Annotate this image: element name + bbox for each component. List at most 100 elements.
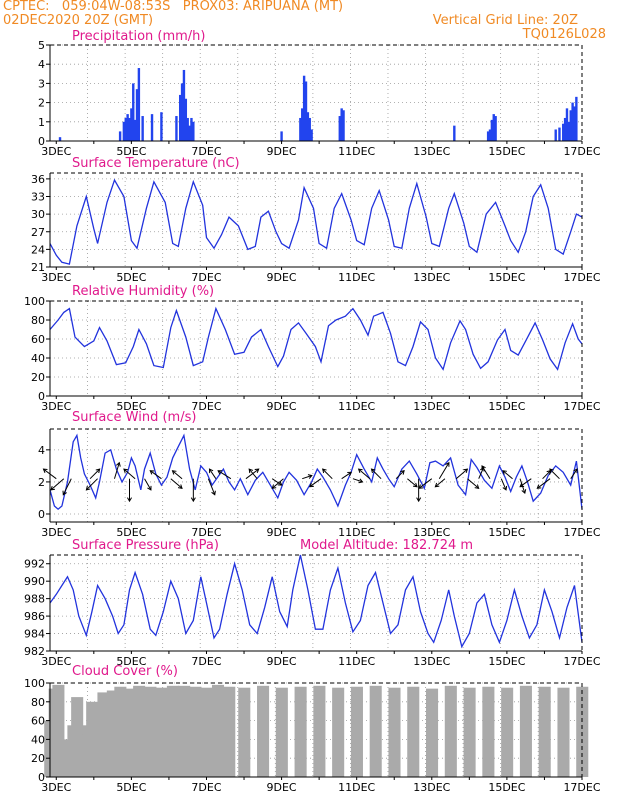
wind-vector	[352, 478, 363, 483]
wind-vector	[123, 468, 136, 480]
precip-xtick-label: 5DEC	[116, 145, 146, 158]
precip-bar	[304, 81, 308, 141]
wind-vector-head	[127, 497, 132, 503]
wind-vector	[418, 478, 433, 489]
humidity-xtick-label: 15DEC	[488, 400, 525, 413]
precip-bar	[571, 102, 574, 141]
humidity-xtick-label: 17DEC	[563, 400, 600, 413]
precip-bar	[342, 110, 345, 141]
precip-ytick-label: 1	[38, 116, 45, 129]
temperature-ytick-label: 24	[31, 243, 45, 256]
temperature-xtick-label: 17DEC	[563, 271, 600, 284]
temperature-xtick-label: 7DEC	[191, 271, 221, 284]
precip-xtick-label: 13DEC	[413, 145, 450, 158]
wind-vector	[478, 467, 484, 479]
temperature-xtick-label: 15DEC	[488, 271, 525, 284]
precip-bar	[126, 114, 129, 141]
wind-vector-head	[211, 490, 216, 496]
cloud-ytick-label: 100	[24, 677, 45, 690]
cloud-bar	[257, 685, 270, 777]
temperature-xtick-label: 11DEC	[338, 271, 375, 284]
wind-title: Surface Wind (m/s)	[72, 410, 197, 425]
pressure-series-line	[49, 554, 583, 649]
humidity-xtick-label: 3DEC	[41, 400, 71, 413]
wind-vector-head	[536, 484, 542, 489]
wind-vector	[144, 478, 152, 491]
precip-bar	[133, 119, 137, 141]
temperature-ytick-label: 27	[31, 226, 45, 239]
wind-ytick-label: 2	[38, 476, 45, 489]
cloud-bar	[238, 687, 251, 777]
wind-vector	[549, 468, 560, 480]
wind-vector-head	[190, 497, 196, 503]
pressure-xtick-label: 11DEC	[338, 655, 375, 668]
temperature-xtick-label: 13DEC	[413, 271, 450, 284]
wind-vector	[395, 470, 405, 480]
wind-xtick-label: 13DEC	[413, 526, 450, 539]
wind-vector	[570, 468, 578, 479]
wind-xtick-label: 7DEC	[191, 526, 221, 539]
precip-xtick-label: 11DEC	[338, 145, 375, 158]
wind-vector-head	[85, 485, 91, 491]
cloud-bar	[519, 685, 532, 777]
wind-vector-head	[358, 478, 364, 484]
wind-vector	[207, 478, 216, 495]
wind-vector	[322, 468, 333, 480]
wind-vector	[500, 478, 507, 491]
wind-vector	[455, 468, 468, 480]
wind-vector	[271, 478, 283, 486]
precip-bar	[486, 131, 490, 141]
precip-bar	[192, 121, 195, 141]
cloud-ytick-label: 60	[31, 715, 45, 728]
wind-vector	[536, 478, 551, 489]
wind-vector-head	[481, 465, 486, 470]
pressure-xtick-label: 17DEC	[563, 655, 600, 668]
wind-vector	[358, 468, 371, 480]
precip-bar	[554, 129, 557, 141]
precip-bar	[132, 83, 135, 141]
precip-bar	[188, 125, 191, 141]
pressure-ytick-label: 990	[24, 575, 45, 588]
header-line1: CPTEC: 059:04W-08:53S PROX03: ARIPUANA (…	[3, 0, 344, 14]
pressure-xtick-label: 3DEC	[41, 655, 71, 668]
precip-xtick-label: 17DEC	[563, 145, 600, 158]
wind-vector-head	[95, 468, 101, 474]
precip-bar	[175, 116, 178, 141]
cloud-xtick-label: 17DEC	[563, 781, 600, 794]
precip-ytick-label: 0	[38, 135, 45, 148]
precip-bar	[310, 129, 313, 141]
cloud-xtick-label: 15DEC	[488, 781, 525, 794]
wind-vector-head	[347, 471, 353, 477]
precip-bar	[565, 108, 569, 141]
cloud-bar	[223, 686, 236, 777]
wind-vector	[172, 470, 183, 480]
wind-vector	[217, 470, 232, 480]
pressure-ytick-label: 992	[24, 558, 45, 571]
humidity-ytick-label: 100	[24, 295, 45, 308]
wind-vector	[467, 478, 479, 489]
header-grid-note: Vertical Grid Line: 20Z	[432, 13, 578, 28]
temperature-series-line	[49, 178, 583, 265]
cloud-bar	[538, 686, 551, 777]
cloud-bar	[444, 685, 457, 777]
pressure-xtick-label: 5DEC	[116, 655, 146, 668]
precip-bar	[137, 68, 141, 141]
wind-vector	[481, 465, 491, 479]
cloud-xtick-label: 11DEC	[338, 781, 375, 794]
temperature-xtick-label: 9DEC	[267, 271, 297, 284]
precip-bar	[562, 123, 565, 141]
header-date: 02DEC2020 20Z (GMT)	[3, 13, 154, 28]
wind-vector-head	[573, 468, 578, 474]
precip-bar	[280, 131, 283, 141]
cloud-bar	[133, 685, 146, 777]
precip-bar	[130, 108, 133, 141]
temperature-ytick-label: 30	[31, 208, 45, 221]
precip-bar	[490, 119, 494, 141]
precip-bar	[190, 117, 193, 141]
humidity-series-line	[49, 306, 583, 371]
cloud-bar	[275, 687, 288, 777]
wind-vector-head	[474, 484, 480, 489]
humidity-ytick-label: 60	[31, 333, 45, 346]
wind-xtick-label: 5DEC	[116, 526, 146, 539]
cloud-bar	[121, 688, 134, 777]
